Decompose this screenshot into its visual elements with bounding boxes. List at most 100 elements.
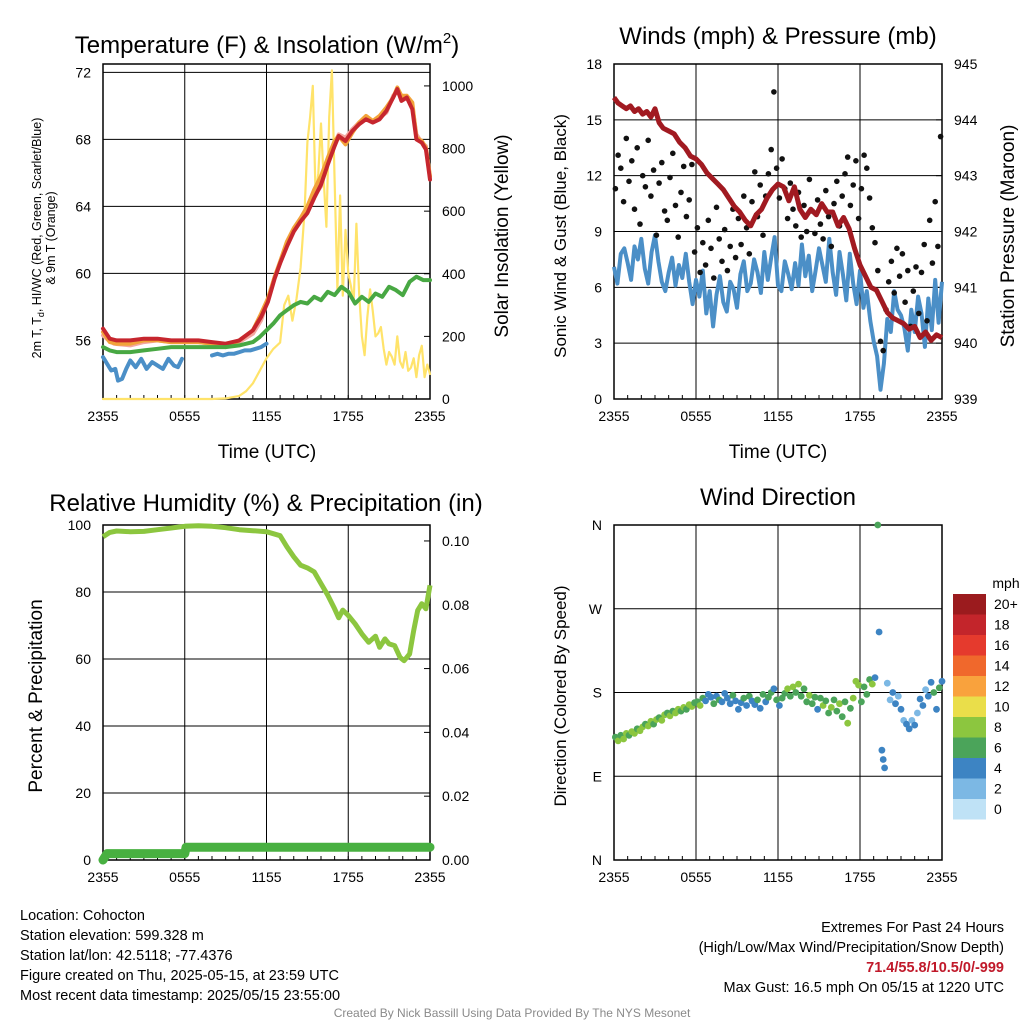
- gust-point: [803, 228, 810, 235]
- direction-point: [886, 696, 894, 704]
- pressure-y-axis-label: Station Pressure (Maroon): [998, 125, 1019, 348]
- temp-y2-tick-label: 1000: [442, 78, 473, 94]
- gust-point: [702, 262, 709, 268]
- gust-point: [866, 195, 873, 201]
- direction-point: [916, 695, 924, 703]
- wind-y2-tick-label: 942: [954, 224, 978, 240]
- gust-point: [711, 275, 717, 281]
- direction-point: [847, 704, 854, 712]
- gust-point: [913, 264, 919, 270]
- legend-swatch: [953, 758, 986, 779]
- wind-y-tick-label: 6: [594, 279, 602, 295]
- gust-point: [787, 180, 794, 186]
- direction-point: [930, 689, 938, 696]
- extremes-subheading: (High/Low/Max Wind/Precipitation/Snow De…: [698, 940, 1004, 956]
- direction-point: [786, 692, 794, 700]
- direction-point: [756, 704, 764, 712]
- rh-y2-tick-label: 0.06: [442, 661, 469, 677]
- rh-y-tick-label: 80: [75, 584, 91, 600]
- gust-point: [615, 152, 621, 158]
- gust-point: [732, 254, 739, 261]
- direction-point: [817, 694, 824, 702]
- legend-label: 14: [994, 658, 1010, 674]
- sonic-wind-line: [612, 233, 944, 392]
- gust-point: [724, 267, 731, 274]
- gust-point: [825, 213, 832, 220]
- gust-point: [869, 225, 876, 231]
- legend-label: 8: [994, 719, 1002, 735]
- gust-point: [661, 208, 668, 214]
- gust-point: [858, 185, 865, 192]
- gust-point: [790, 206, 796, 212]
- gust-point: [902, 299, 908, 306]
- gust-point: [664, 217, 671, 224]
- gust-point: [697, 269, 703, 276]
- dir-x-tick-label: 2355: [926, 869, 957, 885]
- gust-point: [675, 234, 681, 240]
- rh-y-tick-label: 60: [75, 651, 91, 667]
- winds-y-axis-label: Sonic Wind & Gust (Blue, Black): [551, 114, 570, 358]
- rh-x-tick-label: 1155: [251, 869, 281, 885]
- gust-point: [872, 239, 878, 246]
- gust-point: [784, 215, 791, 222]
- gust-point: [691, 249, 698, 255]
- gust-point: [801, 202, 807, 209]
- legend-swatch: [953, 799, 986, 820]
- gust-point: [864, 165, 870, 171]
- direction-point: [889, 689, 897, 696]
- gust-point: [653, 232, 660, 238]
- gust-point: [768, 146, 774, 153]
- rh-y2-tick-label: 0.08: [442, 597, 469, 613]
- legend-swatch: [953, 635, 986, 656]
- direction-point: [658, 717, 666, 724]
- temp-y2-tick-label: 600: [442, 203, 466, 219]
- gust-point: [713, 204, 720, 211]
- gust-point: [752, 169, 758, 175]
- direction-point: [938, 677, 946, 685]
- dir-x-tick-label: 2355: [598, 869, 629, 885]
- rh-y-tick-label: 0: [83, 852, 91, 868]
- rh-y2-tick-label: 0.02: [442, 788, 469, 804]
- legend-label: 10: [994, 699, 1010, 715]
- temp-y-tick-label: 64: [75, 198, 91, 214]
- legend-swatch: [953, 778, 986, 799]
- gust-point: [642, 184, 649, 190]
- gust-point: [806, 176, 813, 183]
- direction-point: [875, 628, 883, 636]
- temperature-y-axis-label: 2m T, Td, HI/WC (Red, Green, Scarlet/Blu…: [30, 118, 46, 359]
- gust-point: [905, 267, 911, 274]
- temperature-series-line: [210, 341, 269, 358]
- direction-point: [822, 697, 830, 705]
- station-info: Location: Cohocton Station elevation: 59…: [20, 906, 340, 1006]
- temp-x-tick-label: 0555: [169, 408, 200, 424]
- gust-point: [659, 159, 665, 166]
- temp-y2-tick-label: 800: [442, 141, 466, 157]
- rh-y2-tick-label: 0.00: [442, 852, 469, 868]
- direction-panel: Wind Direction Direction (Colored By Spe…: [551, 484, 1020, 885]
- gust-point: [823, 187, 829, 194]
- direction-point: [881, 764, 888, 772]
- dir-y-tick-label: W: [589, 601, 603, 617]
- legend-label: 16: [994, 637, 1010, 653]
- gust-point: [686, 197, 692, 203]
- direction-point: [754, 696, 761, 704]
- gust-point: [678, 189, 684, 196]
- precipitation-line: [98, 842, 435, 865]
- gust-point: [773, 165, 780, 171]
- wind-x-tick-label: 2355: [926, 408, 957, 424]
- wind-y2-tick-label: 939: [954, 391, 978, 407]
- temperature-panel: Temperature (F) & Insolation (W/m2) Time…: [30, 30, 513, 463]
- insolation-y-axis-label: Solar Insolation (Yellow): [492, 134, 513, 337]
- gust-point: [719, 258, 725, 265]
- direction-point: [905, 725, 913, 733]
- gust-point: [612, 185, 619, 192]
- elevation-text: Station elevation: 599.328 m: [20, 928, 204, 944]
- gust-point: [623, 135, 630, 142]
- wind-y2-tick-label: 941: [954, 279, 978, 295]
- direction-point: [892, 700, 899, 708]
- direction-point: [911, 721, 919, 729]
- direction-point: [830, 696, 838, 704]
- wind-y2-tick-label: 945: [954, 56, 978, 72]
- direction-point: [735, 705, 742, 713]
